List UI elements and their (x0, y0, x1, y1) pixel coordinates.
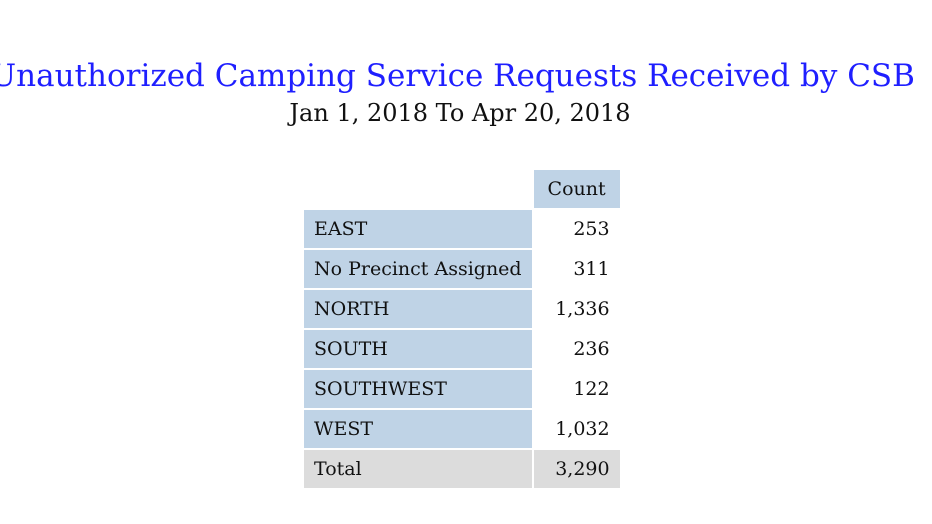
table-row: EAST 253 (302, 208, 622, 250)
precinct-count-table: Count EAST 253 No Precinct Assigned 311 … (302, 168, 622, 490)
row-label: NORTH (302, 288, 534, 330)
table-header-row: Count (302, 168, 622, 210)
row-label: EAST (302, 208, 534, 250)
row-label: No Precinct Assigned (302, 248, 534, 290)
row-label: WEST (302, 408, 534, 450)
total-label: Total (302, 448, 534, 490)
row-count: 122 (531, 368, 622, 410)
report-date-range: Jan 1, 2018 To Apr 20, 2018 (289, 99, 631, 127)
table-row: SOUTH 236 (302, 328, 622, 370)
total-count: 3,290 (531, 448, 622, 490)
row-count: 236 (531, 328, 622, 370)
row-count: 311 (531, 248, 622, 290)
total-row: Total 3,290 (302, 448, 622, 490)
table-row: SOUTHWEST 122 (302, 368, 622, 410)
row-label: SOUTHWEST (302, 368, 534, 410)
row-count: 1,032 (531, 408, 622, 450)
row-count: 1,336 (531, 288, 622, 330)
row-label: SOUTH (302, 328, 534, 370)
table-row: WEST 1,032 (302, 408, 622, 450)
report-title: Unauthorized Camping Service Requests Re… (0, 58, 915, 94)
table-row: No Precinct Assigned 311 (302, 248, 622, 290)
table-corner-cell (302, 168, 534, 210)
count-column-header: Count (531, 168, 622, 210)
table-row: NORTH 1,336 (302, 288, 622, 330)
row-count: 253 (531, 208, 622, 250)
